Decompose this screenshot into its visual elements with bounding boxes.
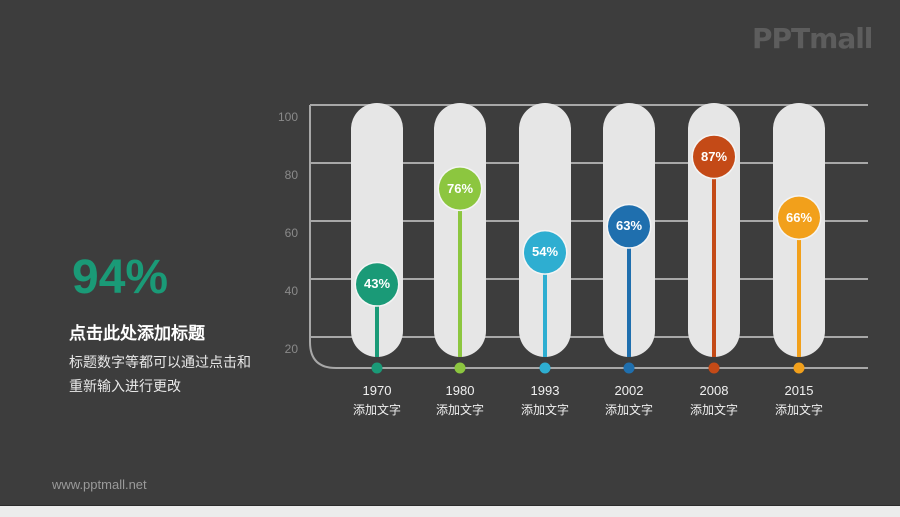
lollipop-bar-chart: 20 40 60 80 100 43% 1970 添加文字 76% 1980 添加文字 54% 1993… [277, 103, 868, 417]
bottom-strip [0, 505, 900, 517]
bar-head-circle [693, 135, 735, 178]
x-axis-year-label: 1993 [530, 383, 560, 398]
baseline-dot [793, 362, 805, 374]
y-axis-tick-label: 20 [284, 342, 298, 356]
chart-axis [309, 105, 868, 369]
value-label: 54% [531, 244, 559, 260]
x-axis-year-label: 2015 [784, 383, 814, 398]
x-axis-sub-label: 添加文字 [520, 403, 569, 417]
bar-head-circle [356, 263, 398, 306]
x-axis-sub-label: 添加文字 [774, 403, 823, 417]
x-axis-sub-label: 添加文字 [604, 403, 653, 417]
summary-headline: 点击此处添加标题 [69, 324, 205, 343]
y-axis-tick-label: 80 [284, 168, 298, 182]
summary-description: 标题数字等都可以通过点击和重新输入进行更改 [69, 354, 251, 394]
footer-url: www.pptmall.net [52, 477, 147, 492]
baseline-dot [708, 362, 720, 374]
baseline-dot [623, 362, 635, 374]
x-axis-year-label: 1970 [362, 383, 392, 398]
summary-percentage: 94% [72, 251, 169, 304]
bar-head-circle [439, 167, 481, 210]
x-axis-year-label: 2002 [614, 383, 644, 398]
baseline-dot [454, 362, 466, 374]
value-label: 76% [446, 180, 474, 196]
value-label: 63% [615, 218, 643, 234]
x-axis-year-label: 2008 [699, 383, 729, 398]
value-label: 43% [363, 276, 391, 292]
x-axis-sub-label: 添加文字 [689, 403, 738, 417]
x-axis-sub-label: 添加文字 [352, 403, 401, 417]
y-axis-tick-label: 60 [284, 226, 298, 240]
value-label: 87% [700, 148, 728, 164]
bar-head-circle [778, 196, 820, 239]
x-axis-year-label: 1980 [445, 383, 475, 398]
y-axis-tick-label: 100 [277, 110, 298, 124]
bar-head-circle [524, 231, 566, 274]
baseline-dot [371, 362, 383, 374]
pptmall-logo: PPTmall [752, 22, 873, 55]
baseline-dot [539, 362, 551, 374]
bar-head-circle [608, 205, 650, 248]
x-axis-sub-label: 添加文字 [435, 403, 484, 417]
y-axis-tick-label: 40 [284, 284, 298, 298]
chart-canvas [309, 103, 868, 374]
value-label: 66% [785, 209, 813, 225]
